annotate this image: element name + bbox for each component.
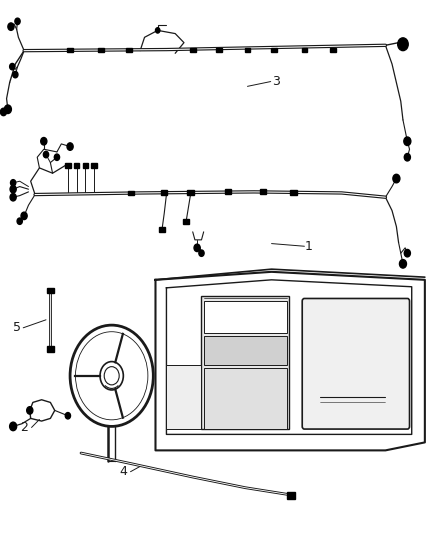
Circle shape (10, 63, 15, 70)
Circle shape (10, 185, 16, 193)
Bar (183, 219, 189, 224)
Circle shape (43, 151, 49, 158)
Circle shape (10, 193, 16, 201)
Bar (128, 190, 134, 195)
Bar (67, 48, 73, 52)
Text: 2: 2 (21, 421, 28, 434)
Polygon shape (155, 272, 425, 450)
Circle shape (0, 108, 7, 116)
Bar (98, 48, 103, 52)
Circle shape (404, 154, 410, 161)
Text: 4: 4 (119, 465, 127, 478)
Circle shape (194, 244, 200, 252)
FancyBboxPatch shape (302, 298, 410, 429)
Text: 3: 3 (272, 75, 280, 88)
Bar (74, 163, 80, 167)
Bar (126, 48, 132, 52)
Circle shape (13, 71, 18, 78)
Text: 1: 1 (304, 240, 312, 253)
Bar (159, 227, 166, 232)
Bar (290, 190, 297, 195)
Bar (287, 492, 295, 499)
Bar (204, 336, 287, 365)
Circle shape (404, 249, 410, 257)
Bar (260, 189, 266, 194)
Bar (271, 48, 277, 52)
Bar (166, 365, 201, 429)
Bar (225, 189, 231, 194)
Bar (82, 163, 88, 167)
Circle shape (10, 422, 17, 431)
Circle shape (393, 174, 400, 183)
Bar (161, 190, 167, 195)
Bar (187, 190, 194, 195)
Circle shape (399, 260, 406, 268)
Circle shape (41, 138, 47, 145)
Circle shape (67, 143, 73, 150)
Circle shape (15, 18, 20, 25)
Bar (190, 48, 195, 52)
Circle shape (65, 413, 71, 419)
Bar (204, 368, 287, 429)
Circle shape (199, 250, 204, 256)
Bar (47, 346, 54, 352)
Circle shape (27, 407, 33, 414)
Circle shape (4, 105, 11, 114)
Circle shape (17, 218, 22, 224)
Bar (65, 163, 71, 167)
Bar (47, 288, 54, 293)
Bar (216, 48, 222, 52)
Bar (204, 301, 287, 333)
Circle shape (8, 23, 14, 30)
Bar (244, 48, 251, 52)
Text: 5: 5 (13, 321, 21, 334)
Bar (201, 296, 289, 429)
Circle shape (21, 212, 27, 220)
Circle shape (155, 28, 160, 33)
Bar (91, 163, 97, 167)
Circle shape (11, 180, 16, 186)
Bar (330, 48, 336, 52)
Circle shape (398, 38, 408, 51)
Circle shape (404, 137, 411, 146)
Circle shape (54, 154, 60, 160)
Bar (301, 48, 307, 52)
